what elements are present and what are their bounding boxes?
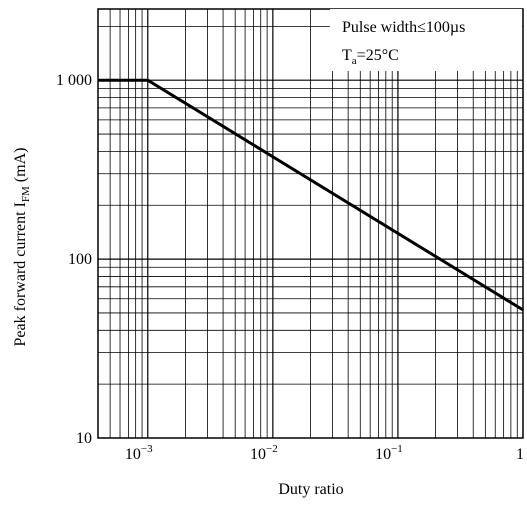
annotation-line2-rest: =25°C: [357, 47, 399, 64]
x-axis-label: Duty ratio: [278, 481, 343, 498]
series-line: [98, 78, 524, 312]
x-tick-label-base: 1: [516, 446, 524, 463]
plot-frame: [97, 8, 524, 439]
x-tick-label-base: 10: [125, 446, 141, 463]
x-tick-labels: 10−3 10−2 10−1 1: [125, 443, 524, 463]
y-axis-label-unit: (mA): [12, 148, 29, 187]
x-tick-label: 10−2: [250, 443, 278, 463]
x-tick-label-exp: −1: [391, 443, 403, 455]
x-tick-label-exp: −3: [141, 443, 153, 455]
x-tick-label-base: 10: [250, 446, 266, 463]
annotation-box: [330, 9, 522, 71]
annotation-line2-main: T: [342, 47, 352, 64]
x-tick-label: 10−3: [125, 443, 153, 463]
y-tick-label: 100: [68, 251, 92, 268]
y-tick-label: 10: [76, 430, 92, 447]
annotation-line2: Ta=25°C: [342, 47, 399, 67]
y-tick-labels: 10 100 1 000: [56, 72, 92, 447]
y-axis-label-main: Peak forward current I: [12, 202, 29, 346]
x-tick-label-exp: −2: [266, 443, 278, 455]
annotation-line1: Pulse width≤100µs: [342, 19, 465, 36]
y-axis-label: Peak forward current IFM (mA): [12, 148, 32, 347]
y-axis-label-sub: FM: [20, 186, 32, 202]
x-tick-label: 10−1: [375, 443, 403, 463]
grid-lines: [98, 9, 523, 438]
annotation-line2-sub: a: [352, 55, 357, 67]
y-tick-label: 1 000: [56, 72, 92, 89]
x-tick-label-base: 10: [375, 446, 391, 463]
x-tick-label: 1: [516, 446, 524, 463]
